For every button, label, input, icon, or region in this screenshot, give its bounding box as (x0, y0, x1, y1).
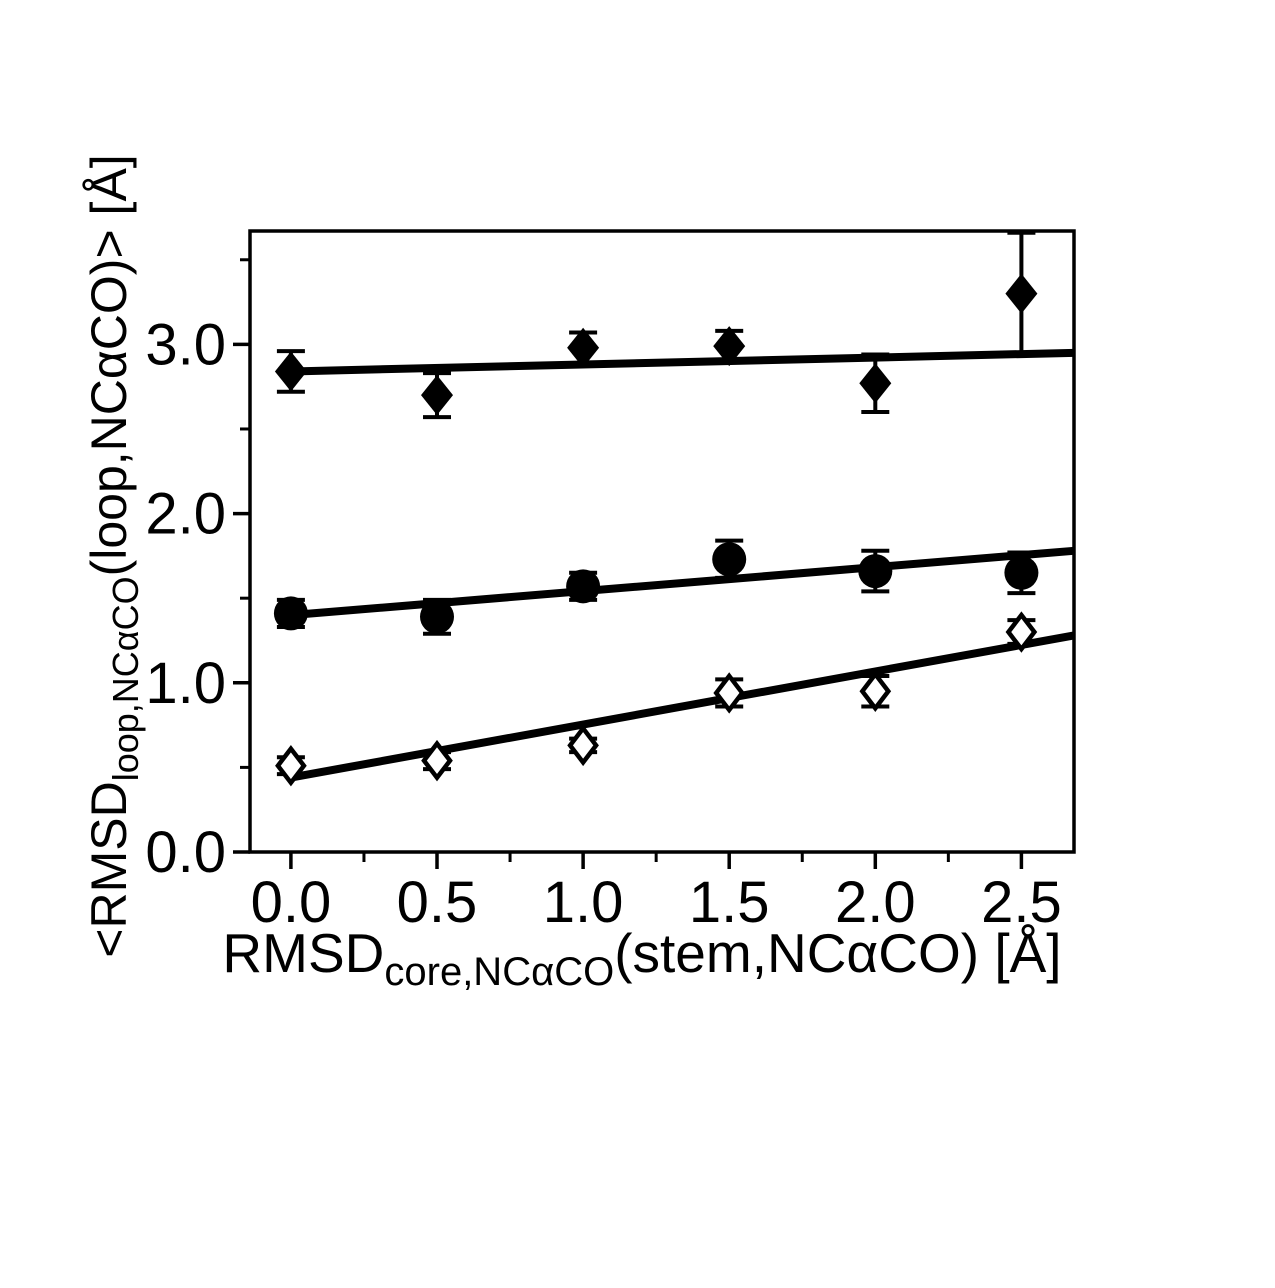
y-tick-label: 2.0 (145, 482, 226, 547)
y-tick-label: 3.0 (145, 312, 226, 377)
data-point-filled-diamond (274, 351, 307, 392)
data-point-filled-circle (1004, 555, 1039, 590)
open-diamond-series-fit-line (290, 631, 1075, 782)
data-point-filled-circle (420, 599, 455, 634)
data-point-open-diamond (859, 670, 892, 712)
filled-diamond-series-fit-line (290, 348, 1075, 376)
data-point-filled-diamond (567, 327, 600, 368)
data-point-open-diamond (421, 739, 453, 782)
y-axis-label: <RMSDloop,NCαCO(loop,NCαCO)> [Å] (81, 154, 146, 957)
data-point-open-diamond (1005, 611, 1038, 653)
x-tick-label: 1.0 (543, 870, 624, 935)
x-axis-label-rest: (stem,NCαCO) [Å] (614, 922, 1061, 984)
y-axis-label-main: <RMSD (81, 781, 137, 957)
data-point-filled-diamond (421, 375, 454, 416)
x-tick-label: 2.5 (981, 870, 1062, 935)
filled-circle-series-fit-line (290, 546, 1075, 620)
data-point-open-diamond (713, 672, 746, 714)
plot-frame (248, 229, 1076, 854)
data-point-filled-diamond (859, 363, 892, 404)
y-axis-label-rest: (loop,NCαCO)> [Å] (81, 154, 137, 576)
x-axis-label-subscript: core,NCαCO (384, 950, 614, 994)
data-point-filled-circle (858, 554, 893, 589)
y-axis-label-subscript: loop,NCαCO (105, 576, 146, 781)
data-point-filled-diamond (1005, 273, 1038, 314)
x-axis-label: RMSDcore,NCαCO(stem,NCαCO) [Å] (222, 922, 1061, 994)
x-tick-label: 2.0 (835, 870, 916, 935)
x-tick-label: 0.0 (251, 870, 332, 935)
plot-area: 0.0 0.5 1.0 1.5 2.0 2.5 0.0 1.0 2.0 3.0 (145, 229, 1076, 935)
data-point-filled-circle (712, 542, 747, 577)
data-point-filled-circle (273, 596, 308, 631)
data-point-open-diamond (275, 744, 307, 787)
data-point-open-diamond (567, 724, 599, 767)
x-axis-label-main: RMSD (222, 922, 384, 984)
data-point-filled-diamond (713, 326, 746, 367)
data-point-filled-circle (566, 569, 601, 604)
y-tick-label: 1.0 (145, 651, 226, 716)
x-tick-label: 0.5 (397, 870, 478, 935)
x-tick-label: 1.5 (689, 870, 770, 935)
y-tick-label: 0.0 (145, 820, 226, 885)
